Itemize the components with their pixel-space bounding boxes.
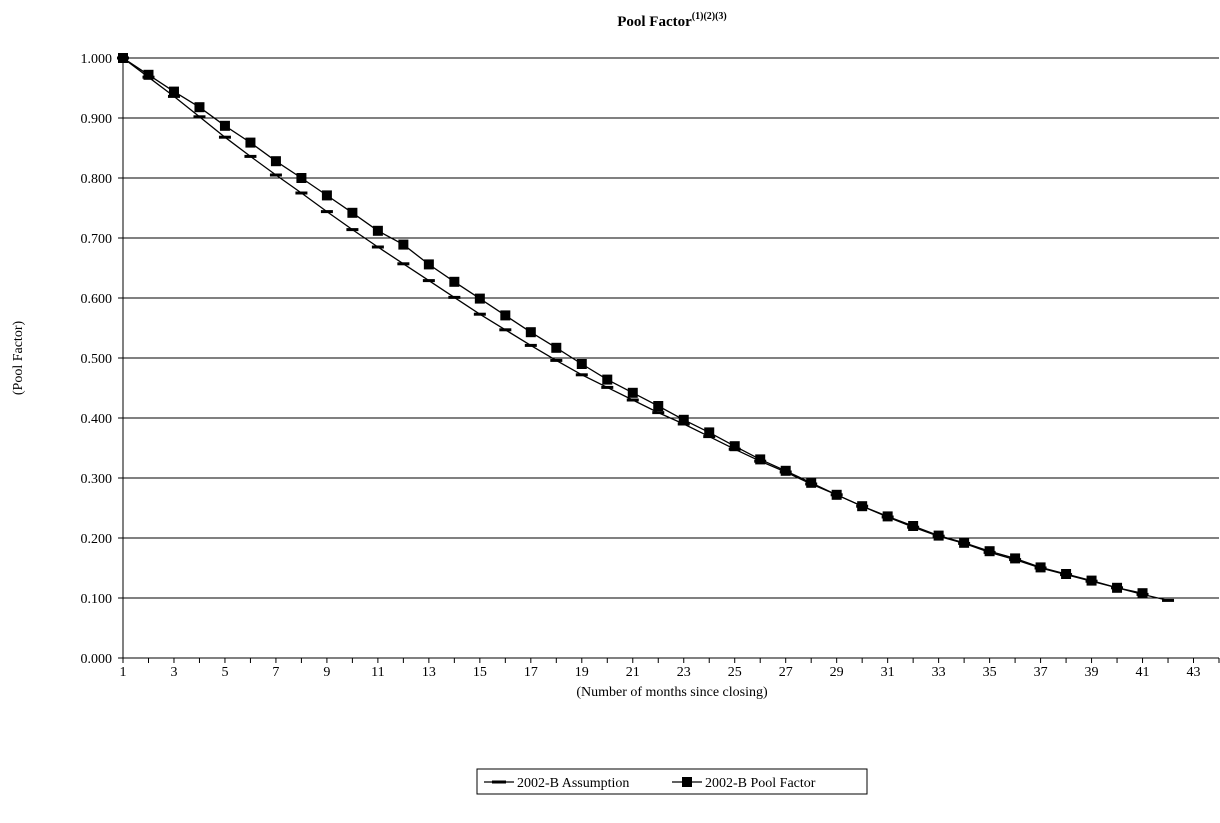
y-axis-ticks: 0.000 0.100 0.200 0.300 0.400 0.500 0.600 0.700… (81, 52, 123, 667)
data-point (729, 441, 740, 452)
x-tick-label: 29 (830, 665, 844, 680)
data-point (704, 427, 715, 438)
y-tick-label: 0.700 (81, 232, 113, 247)
data-point (857, 501, 868, 512)
data-point (653, 401, 664, 411)
data-point (1035, 562, 1046, 573)
data-point (984, 546, 995, 557)
data-point (755, 454, 766, 465)
data-point (806, 477, 817, 488)
x-tick-label: 33 (932, 665, 946, 680)
data-point (143, 69, 154, 80)
y-tick-label: 0.300 (81, 472, 113, 487)
data-point (525, 327, 536, 338)
data-point (831, 489, 842, 500)
data-point (194, 102, 205, 113)
x-tick-label: 15 (473, 665, 487, 680)
data-point (602, 374, 613, 385)
data-point (1112, 582, 1123, 593)
gridlines (123, 57, 1219, 599)
y-tick-label: 0.200 (81, 532, 113, 547)
legend-pool-factor-label: 2002-B Pool Factor (705, 776, 816, 791)
data-point (423, 259, 434, 270)
y-tick-label: 1.000 (81, 52, 113, 67)
data-point (500, 310, 511, 321)
y-tick-label: 0.100 (81, 592, 113, 607)
data-point (1086, 575, 1097, 586)
x-tick-label: 25 (728, 665, 742, 680)
data-point (219, 120, 230, 131)
x-tick-label: 23 (677, 665, 691, 680)
data-point (933, 530, 944, 541)
y-tick-label: 0.000 (81, 652, 113, 667)
data-point (168, 86, 179, 97)
data-point (398, 239, 409, 250)
x-tick-label: 27 (779, 665, 793, 680)
series-pool-factor (118, 53, 1148, 599)
x-tick-label: 41 (1136, 665, 1150, 680)
data-point (908, 521, 919, 531)
data-point (1010, 553, 1021, 564)
x-tick-label: 17 (524, 665, 538, 680)
series-line (122, 57, 1169, 602)
x-tick-label: 21 (626, 665, 640, 680)
data-point (627, 387, 638, 398)
data-point (270, 156, 281, 167)
chart-title-superscript: (1)(2)(3) (692, 11, 727, 22)
data-point (1061, 569, 1072, 579)
legend-assumption-label: 2002-B Assumption (517, 776, 629, 791)
data-point (1137, 588, 1148, 599)
x-tick-label: 19 (575, 665, 589, 680)
series-assumption (117, 56, 1175, 602)
x-tick-label: 11 (371, 665, 384, 680)
data-point (449, 276, 460, 287)
data-point (678, 414, 689, 425)
chart-title: Pool Factor(1)(2)(3) (617, 11, 727, 30)
x-tick-label: 7 (272, 665, 279, 680)
x-tick-label: 31 (881, 665, 895, 680)
x-tick-label: 43 (1187, 665, 1201, 680)
data-point (321, 190, 332, 201)
y-tick-label: 0.500 (81, 352, 113, 367)
data-point (245, 137, 256, 148)
data-point (959, 537, 970, 548)
y-tick-label: 0.900 (81, 112, 113, 127)
x-tick-label: 5 (221, 665, 228, 680)
y-axis-title: (Pool Factor) (11, 321, 26, 396)
data-point (347, 207, 358, 218)
x-tick-label: 9 (323, 665, 330, 680)
y-tick-label: 0.600 (81, 292, 113, 307)
data-point (372, 225, 383, 236)
series-line (122, 57, 1143, 594)
data-point (576, 359, 587, 369)
x-axis-title: (Number of months since closing) (576, 685, 768, 700)
data-point (780, 465, 791, 476)
data-point (296, 173, 307, 183)
x-tick-label: 39 (1085, 665, 1099, 680)
y-tick-label: 0.800 (81, 172, 113, 187)
legend-pool-factor-marker (682, 777, 692, 787)
data-point (474, 293, 485, 304)
x-tick-label: 13 (422, 665, 436, 680)
series-layer (117, 53, 1175, 602)
x-tick-label: 3 (170, 665, 177, 680)
x-axis-ticks: 1 3 5 7 9 11 13 15 17 19 21 23 25 27 29 31 33 35 37 39 41 43 (120, 658, 1220, 680)
data-point (118, 53, 128, 63)
y-tick-label: 0.400 (81, 412, 113, 427)
x-tick-label: 1 (120, 665, 127, 680)
data-point (551, 342, 562, 353)
data-point (882, 511, 893, 522)
x-tick-label: 35 (983, 665, 997, 680)
chart-title-text: Pool Factor (617, 14, 692, 30)
x-tick-label: 37 (1034, 665, 1048, 680)
legend: 2002-B Assumption 2002-B Pool Factor (476, 768, 868, 795)
